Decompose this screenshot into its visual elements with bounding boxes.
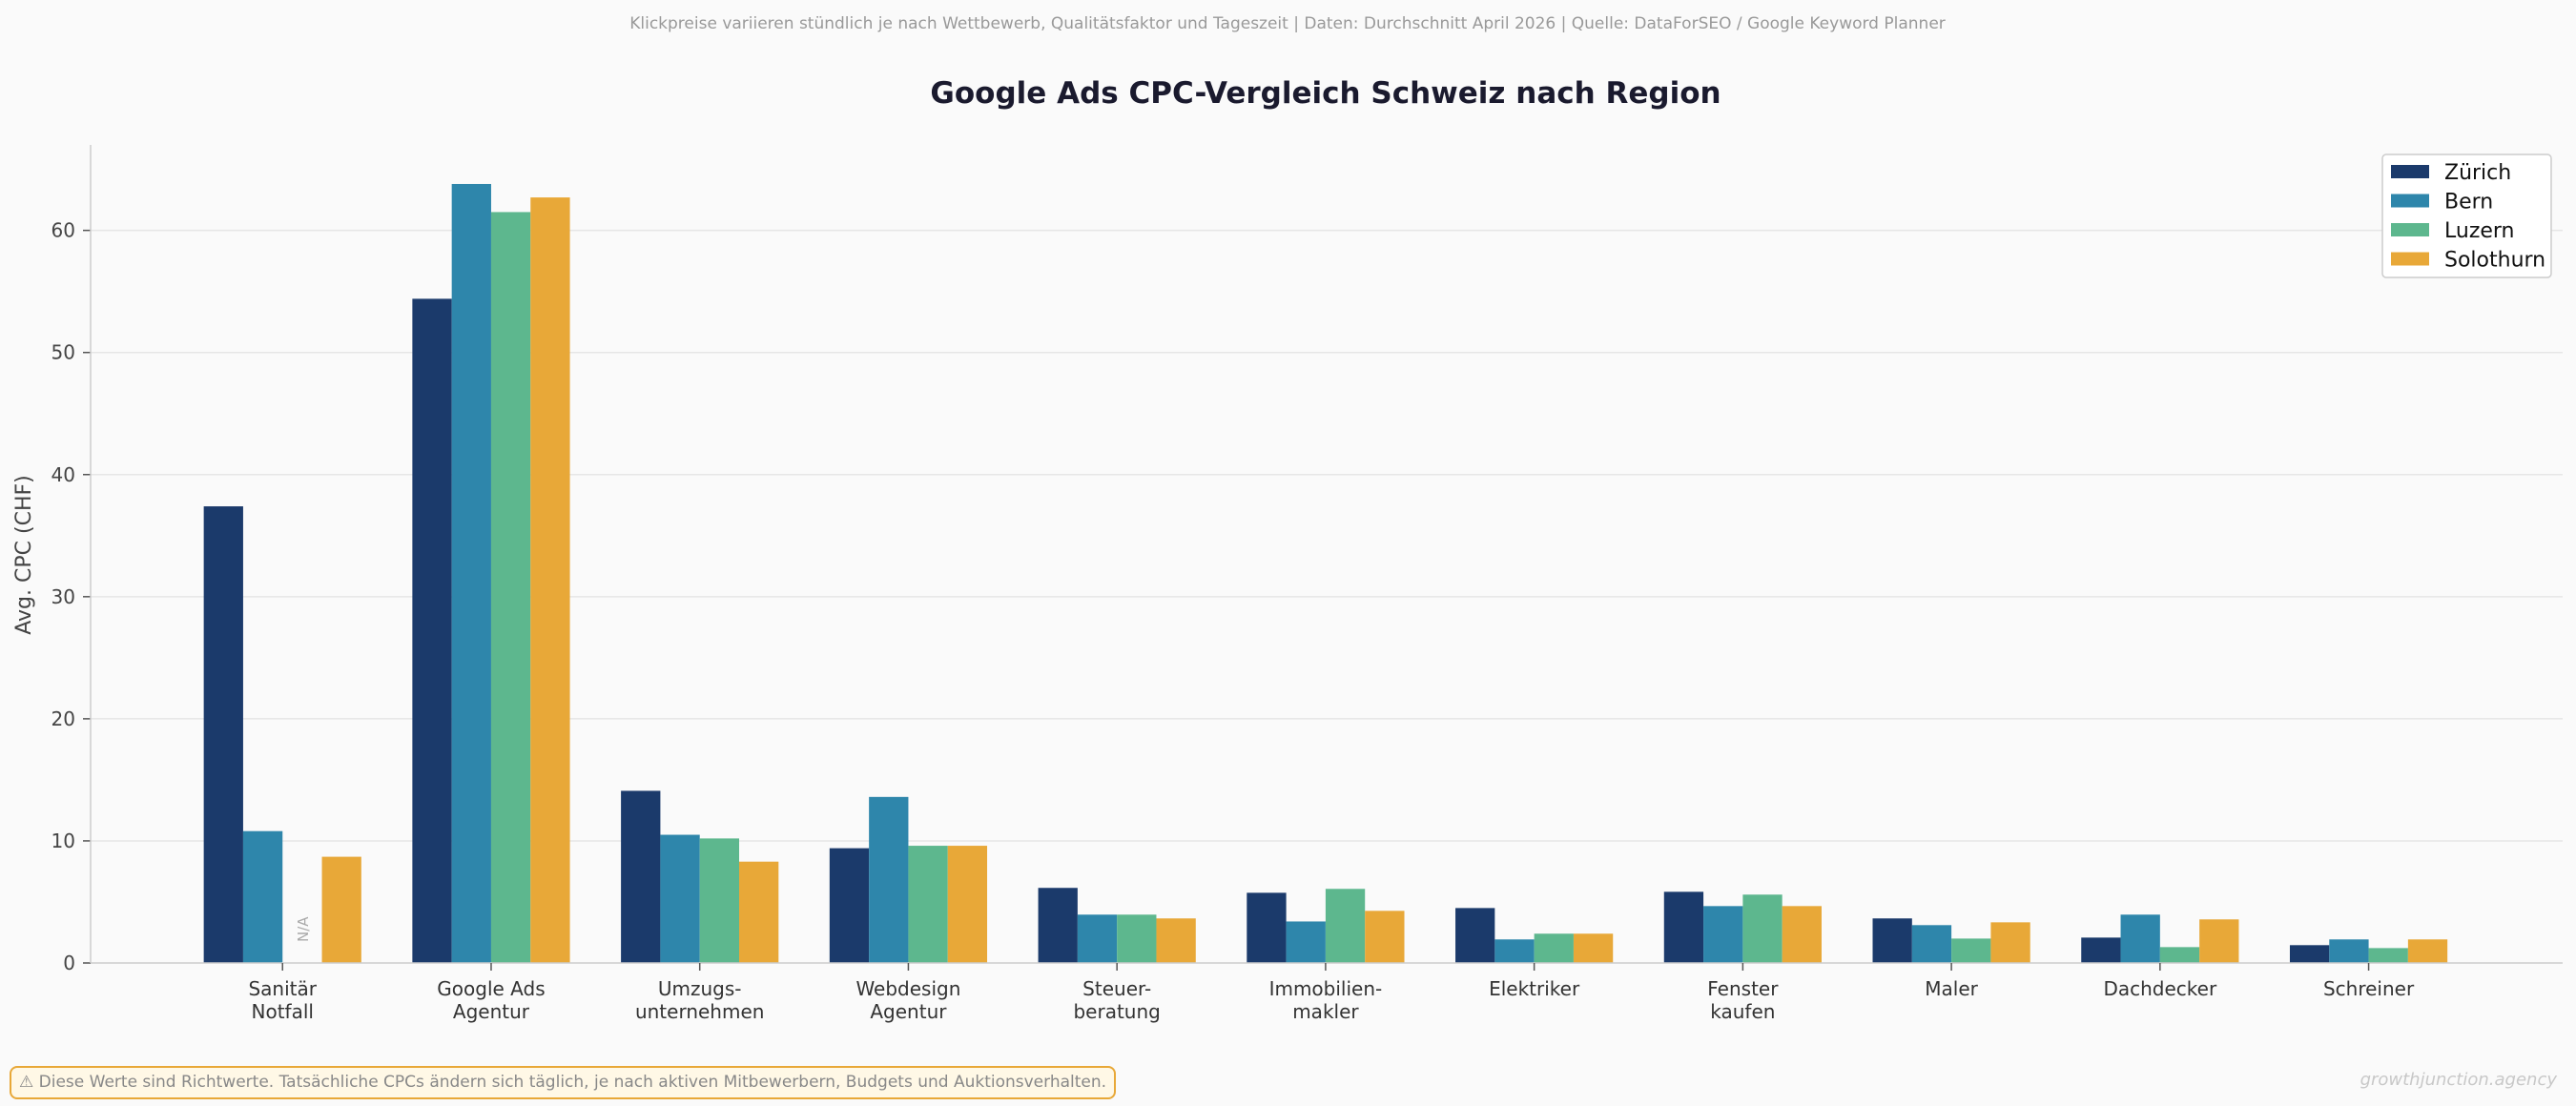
x-tick-label: Google Ads Agentur — [437, 977, 545, 1023]
x-tick-label: Steuer-beratung — [1073, 977, 1160, 1023]
bar-luzern-2 — [699, 838, 740, 963]
x-tick-label: Webdesign Agentur — [855, 977, 960, 1023]
bar-solothurn-9 — [2199, 919, 2239, 963]
bar-zürich-8 — [1872, 918, 1912, 963]
bar-luzern-6 — [1534, 933, 1574, 963]
legend-swatch — [2391, 252, 2429, 266]
legend-swatch — [2391, 223, 2429, 236]
y-axis-label: Avg. CPC (CHF) — [12, 475, 36, 634]
bar-bern-8 — [1911, 925, 1952, 963]
legend-label: Zürich — [2444, 161, 2511, 185]
bar-solothurn-7 — [1782, 906, 1822, 963]
bar-zürich-9 — [2081, 937, 2121, 963]
bar-luzern-9 — [2159, 947, 2200, 963]
bar-zürich-1 — [412, 298, 452, 963]
legend-label: Luzern — [2444, 219, 2515, 243]
bar-bern-1 — [451, 183, 491, 963]
bar-solothurn-10 — [2407, 939, 2448, 963]
bar-solothurn-8 — [1990, 922, 2030, 963]
bar-bern-9 — [2120, 914, 2160, 963]
bar-luzern-1 — [490, 212, 531, 963]
bar-solothurn-4 — [1156, 918, 1196, 963]
bar-bern-10 — [2329, 939, 2369, 963]
y-tick-label: 20 — [52, 707, 75, 730]
legend-box — [2381, 154, 2552, 278]
x-tick-label: Fenster kaufen — [1707, 977, 1779, 1023]
legend-swatch — [2391, 165, 2429, 178]
bar-bern-5 — [1286, 921, 1326, 963]
y-tick-label: 60 — [52, 219, 75, 242]
x-tick-label: Elektriker — [1489, 977, 1580, 1000]
bar-luzern-8 — [1951, 938, 1991, 963]
bar-bern-6 — [1494, 939, 1535, 963]
x-tick-label: Umzugs-unternehmen — [635, 977, 765, 1023]
missing-value-label: N/A — [295, 916, 312, 942]
bar-bern-0 — [242, 830, 283, 963]
bar-zürich-0 — [203, 506, 243, 963]
bar-bern-4 — [1077, 914, 1118, 963]
bar-zürich-10 — [2289, 945, 2330, 963]
legend-label: Solothurn — [2444, 249, 2545, 273]
bar-solothurn-1 — [530, 197, 570, 963]
legend-label: Bern — [2444, 191, 2493, 215]
chart-title: Google Ads CPC-Vergleich Schweiz nach Re… — [930, 76, 1721, 111]
bar-solothurn-6 — [1573, 933, 1614, 963]
bar-luzern-3 — [908, 846, 948, 963]
bar-luzern-7 — [1742, 894, 1783, 963]
bar-luzern-10 — [2368, 948, 2408, 963]
y-tick-label: 50 — [52, 341, 75, 364]
y-tick-label: 40 — [52, 463, 75, 486]
bar-zürich-4 — [1038, 888, 1078, 963]
bar-solothurn-5 — [1365, 911, 1405, 963]
bar-zürich-2 — [621, 790, 661, 963]
bar-solothurn-2 — [739, 861, 779, 963]
y-tick-label: 30 — [52, 585, 75, 608]
y-tick-label: 0 — [63, 952, 75, 974]
legend: Zürich Bern Luzern Solothurn — [2381, 154, 2552, 278]
bar-solothurn-3 — [947, 846, 988, 963]
x-tick-label: Dachdecker — [2103, 977, 2216, 1000]
x-tick-label: Maler — [1925, 977, 1978, 1000]
bar-bern-7 — [1703, 906, 1743, 963]
bar-luzern-5 — [1325, 889, 1366, 963]
bar-bern-3 — [869, 796, 909, 963]
chart-subtitle: Klickpreise variieren stündlich je nach … — [629, 14, 1946, 33]
disclaimer-note: ⚠ Diese Werte sind Richtwerte. Tatsächli… — [10, 1066, 1117, 1099]
bar-zürich-7 — [1663, 891, 1704, 963]
bar-solothurn-0 — [321, 856, 361, 963]
x-tick-label: Schreiner — [2323, 977, 2415, 1000]
x-tick-label: Immobilien-makler — [1269, 977, 1383, 1023]
y-tick-label: 10 — [52, 830, 75, 852]
bar-zürich-5 — [1247, 892, 1287, 963]
bar-zürich-3 — [829, 848, 870, 963]
bar-bern-2 — [660, 834, 700, 963]
bar-luzern-4 — [1117, 914, 1157, 963]
bar-zürich-6 — [1455, 908, 1495, 963]
x-tick-label: Sanitär Notfall — [248, 977, 317, 1023]
legend-swatch — [2391, 194, 2429, 208]
watermark: growthjunction.agency — [2360, 1070, 2557, 1090]
